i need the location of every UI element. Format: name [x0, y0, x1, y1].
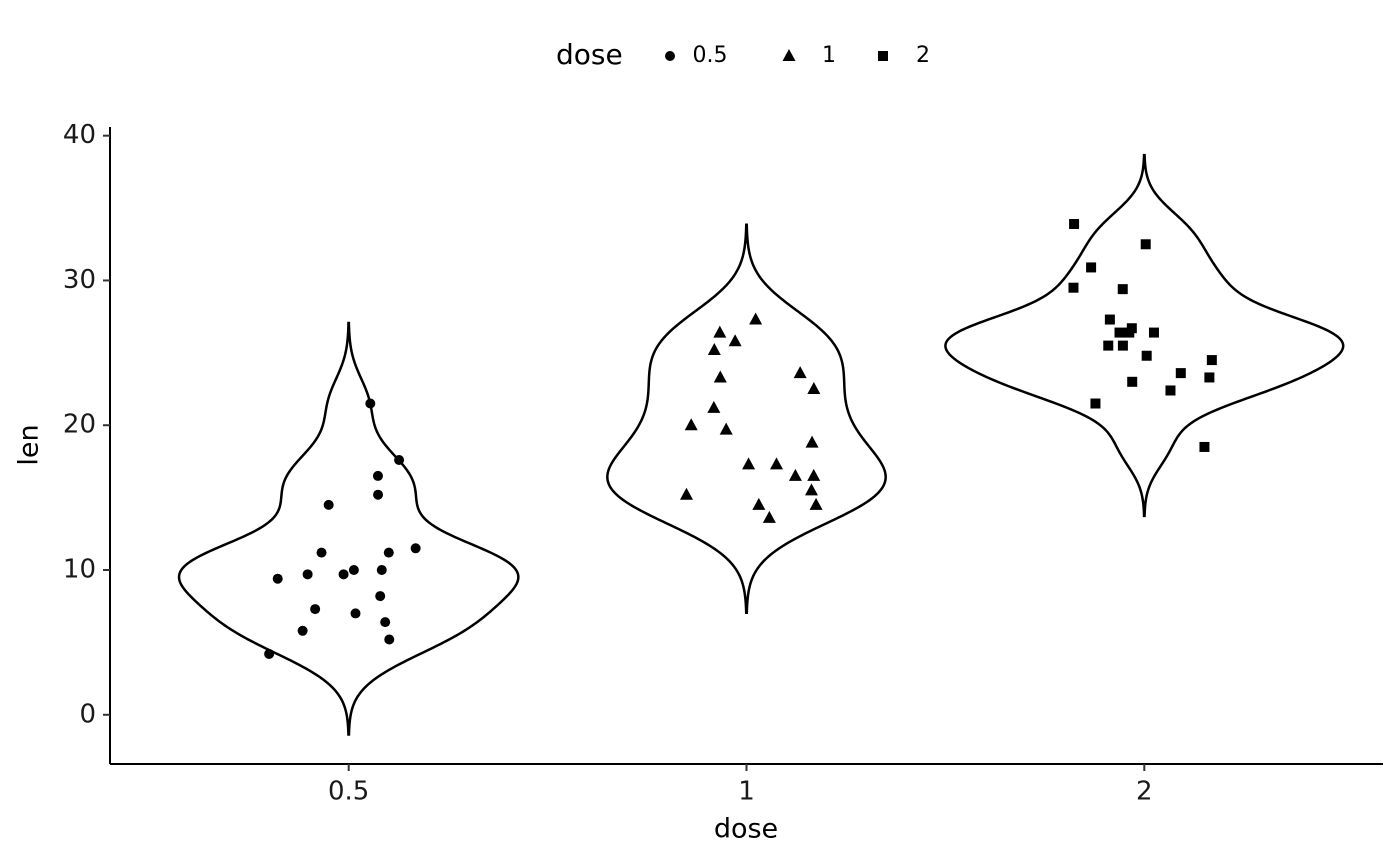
data-point [376, 565, 387, 576]
data-point [713, 370, 727, 383]
data-point [1175, 368, 1186, 379]
data-point [1141, 350, 1152, 361]
data-point [788, 468, 802, 481]
x-axis-title: dose [714, 814, 778, 845]
data-point [679, 487, 693, 500]
data-point [752, 497, 766, 510]
data-point [272, 573, 283, 584]
legend-label: 2 [916, 43, 930, 68]
data-point [394, 454, 405, 465]
data-point [805, 435, 819, 448]
data-point [713, 325, 727, 338]
data-point [372, 470, 383, 481]
data-point [1124, 327, 1135, 338]
data-point [1204, 372, 1215, 383]
y-tick-label: 30 [63, 265, 96, 295]
data-point [707, 342, 721, 355]
y-tick-label: 40 [63, 120, 96, 150]
violin [606, 223, 887, 614]
y-axis-title: len [14, 424, 45, 465]
legend-label: 1 [822, 43, 836, 68]
violin [944, 153, 1345, 518]
data-point [310, 604, 321, 615]
data-point [373, 489, 384, 500]
data-point [719, 422, 733, 435]
data-point [365, 398, 376, 409]
data-point [1165, 385, 1176, 396]
data-point [1090, 398, 1101, 409]
data-point [707, 400, 721, 413]
data-point [1127, 376, 1138, 387]
data-point [1117, 284, 1128, 295]
data-point [338, 569, 349, 580]
x-tick-label: 0.5 [328, 777, 369, 807]
data-point [1199, 441, 1210, 452]
data-point [323, 499, 334, 510]
data-point [749, 312, 763, 325]
data-point [742, 457, 756, 470]
data-point [684, 418, 698, 431]
data-point [350, 608, 361, 619]
data-point [769, 457, 783, 470]
data-point [302, 569, 313, 580]
data-point [383, 547, 394, 558]
x-tick-label: 1 [738, 777, 755, 807]
data-point [804, 483, 818, 496]
y-tick-label: 10 [63, 555, 96, 585]
data-point [1068, 282, 1079, 293]
data-point [264, 648, 275, 659]
data-point [1086, 262, 1097, 273]
data-point [375, 591, 386, 602]
data-point [1206, 355, 1217, 366]
data-point [380, 617, 391, 628]
violin [177, 321, 520, 736]
data-point [384, 634, 395, 645]
y-tick-label: 0 [79, 699, 96, 729]
data-point [809, 497, 823, 510]
data-point [807, 382, 821, 395]
data-point [1069, 218, 1080, 229]
data-point [1103, 340, 1114, 351]
data-point [297, 625, 308, 636]
data-point [762, 510, 776, 523]
data-point [410, 543, 421, 554]
y-tick-label: 20 [63, 410, 96, 440]
data-point [1114, 327, 1125, 338]
x-tick-label: 2 [1136, 777, 1153, 807]
data-point [1140, 239, 1151, 250]
legend-key [665, 51, 675, 61]
data-point [1117, 340, 1128, 351]
legend-key [878, 51, 888, 61]
data-point [728, 334, 742, 347]
legend-label: 0.5 [693, 43, 728, 68]
data-point [793, 366, 807, 379]
data-point [807, 468, 821, 481]
legend-title: dose [556, 38, 623, 71]
legend-key [782, 49, 796, 61]
data-point [1148, 327, 1159, 338]
data-point [316, 547, 327, 558]
data-point [348, 565, 359, 576]
data-point [1104, 314, 1115, 325]
